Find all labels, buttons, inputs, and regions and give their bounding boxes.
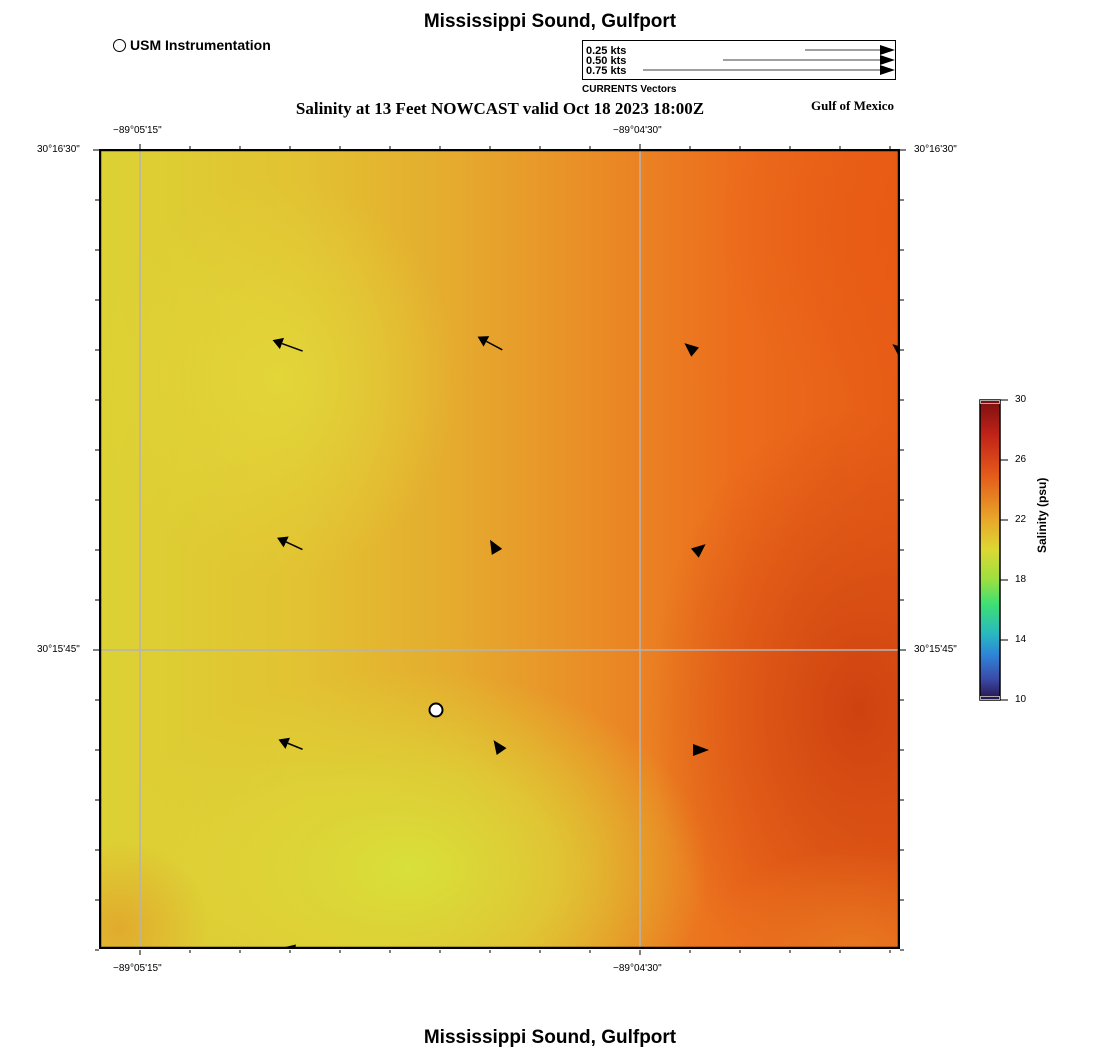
colorbar-gradient	[979, 399, 1001, 701]
graticule	[99, 149, 900, 949]
lon-label-bottom-west: −89°05'15"	[113, 963, 162, 974]
colorbar-tick-18: 18	[1015, 574, 1027, 585]
map-title: Mississippi Sound, Gulfport	[423, 11, 677, 32]
instrument-marker	[428, 702, 444, 718]
vector-legend-title: CURRENTS Vectors	[582, 84, 677, 95]
colorbar-tick-26: 26	[1015, 454, 1027, 465]
lon-label-top-east: −89°04'30"	[613, 125, 662, 136]
colorbar-tick-14: 14	[1015, 634, 1027, 645]
lon-label-top-west: −89°05'15"	[113, 125, 162, 136]
vector-scale-label-3: 0.75 kts	[586, 65, 627, 77]
lat-label-right-south: 30°15'45"	[914, 644, 957, 655]
current-vectors	[272, 336, 905, 957]
lat-label-left-north: 30°16'30"	[37, 144, 80, 155]
vector-scale-legend: 0.25 kts 0.50 kts 0.75 kts	[582, 40, 896, 80]
footer-title: Mississippi Sound, Gulfport	[423, 1027, 677, 1048]
salinity-colorbar	[979, 399, 1001, 701]
region-label: Gulf of Mexico	[811, 98, 895, 113]
colorbar-title: Salinity (psu)	[1035, 477, 1049, 553]
vector-scale-label-1: 0.25 kts	[586, 45, 627, 57]
lon-label-bottom-east: −89°04'30"	[613, 963, 662, 974]
instrument-legend: USM Instrumentation	[113, 37, 271, 53]
lat-label-right-north: 30°16'30"	[914, 144, 957, 155]
instrument-legend-label: USM Instrumentation	[130, 37, 271, 53]
colorbar-tick-22: 22	[1015, 514, 1027, 525]
vector-scale-label-2: 0.50 kts	[586, 55, 627, 67]
map-subtitle: Salinity at 13 Feet NOWCAST valid Oct 18…	[295, 99, 705, 118]
colorbar-ticks	[1000, 399, 1008, 701]
vector-scale-arrows	[643, 45, 895, 75]
colorbar-tick-30: 30	[1015, 394, 1027, 405]
instrument-marker-icon	[113, 38, 126, 52]
colorbar-tick-10: 10	[1015, 694, 1027, 705]
frame-ticks	[93, 144, 906, 955]
lat-label-left-south: 30°15'45"	[37, 644, 80, 655]
